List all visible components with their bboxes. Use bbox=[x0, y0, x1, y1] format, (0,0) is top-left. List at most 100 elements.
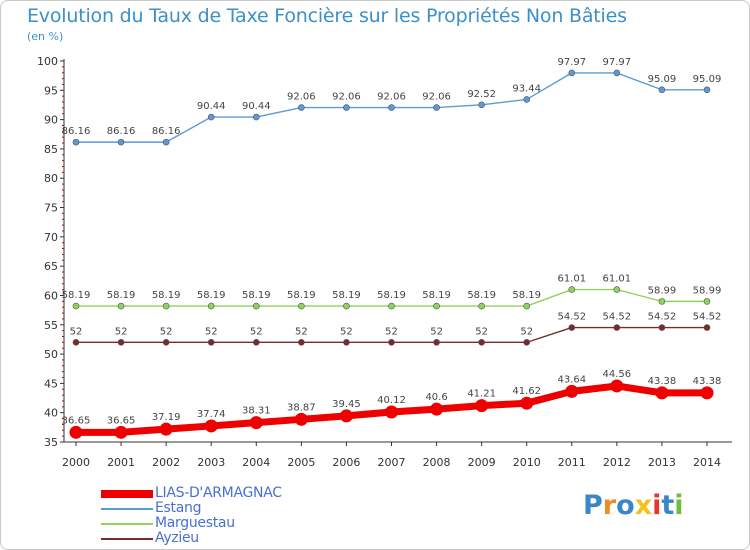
y-tick-label: 45 bbox=[44, 377, 58, 390]
data-label: 52 bbox=[295, 326, 308, 337]
data-point bbox=[478, 101, 485, 109]
data-point bbox=[207, 339, 215, 346]
data-point bbox=[430, 402, 444, 416]
data-point bbox=[343, 339, 350, 346]
x-tick-label: 2009 bbox=[468, 456, 496, 469]
data-point bbox=[388, 339, 395, 346]
x-tick-label: 2008 bbox=[423, 456, 451, 469]
data-label: 58.19 bbox=[152, 290, 181, 301]
data-label: 41.62 bbox=[512, 386, 541, 397]
data-point bbox=[207, 113, 215, 121]
x-tick-label: 2007 bbox=[378, 456, 406, 469]
x-tick-label: 2002 bbox=[152, 456, 180, 469]
data-point bbox=[703, 86, 711, 94]
data-label: 52 bbox=[430, 326, 443, 337]
data-point bbox=[385, 405, 398, 419]
data-point bbox=[658, 298, 666, 305]
data-label: 39.45 bbox=[332, 399, 361, 410]
y-tick-label: 55 bbox=[44, 319, 58, 332]
data-label: 58.19 bbox=[287, 290, 316, 301]
data-label: 58.19 bbox=[197, 290, 226, 301]
logo-letter: i bbox=[652, 490, 662, 521]
data-point bbox=[117, 339, 125, 346]
data-label: 43.38 bbox=[648, 376, 677, 387]
x-tick-label: 2003 bbox=[197, 456, 225, 469]
data-point bbox=[298, 339, 305, 346]
data-point bbox=[478, 339, 485, 346]
data-label: 54.52 bbox=[603, 312, 632, 323]
data-label: 52 bbox=[160, 326, 173, 337]
data-label: 52 bbox=[205, 326, 218, 337]
data-label: 40.6 bbox=[425, 392, 447, 403]
chart-subtitle: (en %) bbox=[27, 30, 64, 43]
data-label: 41.21 bbox=[467, 389, 496, 400]
data-label: 86.16 bbox=[107, 126, 136, 137]
data-point bbox=[610, 379, 624, 393]
x-tick-label: 2004 bbox=[242, 456, 270, 469]
x-tick-label: 2011 bbox=[558, 456, 586, 469]
data-label: 97.97 bbox=[557, 57, 586, 68]
data-point bbox=[252, 339, 260, 346]
data-point bbox=[658, 324, 666, 331]
data-label: 58.19 bbox=[62, 290, 91, 301]
logo-letter: i bbox=[674, 490, 684, 521]
data-point bbox=[252, 302, 260, 310]
y-tick-label: 65 bbox=[44, 260, 58, 273]
legend-label: Marguestau bbox=[155, 515, 235, 531]
data-label: 38.31 bbox=[242, 406, 271, 417]
logo-letter: o bbox=[616, 490, 635, 521]
data-label: 52 bbox=[115, 326, 128, 337]
data-label: 92.06 bbox=[332, 92, 361, 103]
data-point bbox=[568, 324, 576, 331]
data-point bbox=[343, 302, 350, 310]
data-label: 52 bbox=[250, 326, 263, 337]
data-point bbox=[523, 96, 531, 103]
data-point bbox=[703, 324, 711, 331]
data-label: 92.06 bbox=[287, 92, 316, 103]
data-label: 37.74 bbox=[197, 409, 226, 420]
data-label: 92.06 bbox=[422, 92, 451, 103]
data-label: 58.19 bbox=[107, 290, 136, 301]
data-label: 43.64 bbox=[557, 374, 586, 385]
data-point bbox=[72, 339, 80, 346]
data-point bbox=[298, 104, 305, 111]
x-tick-label: 2013 bbox=[648, 456, 676, 469]
y-tick-label: 80 bbox=[44, 172, 58, 185]
data-label: 52 bbox=[475, 326, 488, 337]
data-point bbox=[700, 386, 714, 400]
data-point bbox=[613, 324, 621, 331]
chart-title: Evolution du Taux de Taxe Foncière sur l… bbox=[27, 5, 627, 27]
data-label: 90.44 bbox=[242, 101, 271, 112]
legend-swatch bbox=[101, 523, 153, 525]
data-point bbox=[162, 302, 170, 310]
data-point bbox=[72, 302, 80, 310]
logo-letter: P bbox=[583, 490, 603, 521]
data-point bbox=[433, 339, 440, 346]
proxiti-logo: Proxiti bbox=[583, 490, 684, 521]
data-label: 93.44 bbox=[512, 83, 541, 94]
data-point bbox=[433, 302, 440, 310]
data-point bbox=[339, 409, 353, 423]
data-point bbox=[478, 302, 485, 310]
data-label: 92.52 bbox=[467, 89, 496, 100]
x-tick-label: 2014 bbox=[693, 456, 721, 469]
x-tick-label: 2001 bbox=[107, 456, 135, 469]
data-point bbox=[117, 138, 125, 146]
data-label: 58.19 bbox=[242, 290, 271, 301]
legend-label: Estang bbox=[155, 500, 202, 516]
data-point bbox=[658, 86, 666, 94]
data-point bbox=[294, 412, 308, 426]
y-tick-label: 95 bbox=[44, 84, 58, 97]
legend-label: Ayzieu bbox=[155, 530, 199, 546]
data-label: 58.19 bbox=[332, 290, 361, 301]
data-label: 58.19 bbox=[422, 290, 451, 301]
data-label: 86.16 bbox=[62, 126, 91, 137]
data-label: 54.52 bbox=[693, 312, 722, 323]
data-point bbox=[117, 302, 125, 310]
data-point bbox=[298, 302, 305, 310]
data-label: 37.19 bbox=[152, 412, 181, 423]
data-point bbox=[69, 425, 83, 439]
y-tick-label: 40 bbox=[44, 407, 58, 420]
